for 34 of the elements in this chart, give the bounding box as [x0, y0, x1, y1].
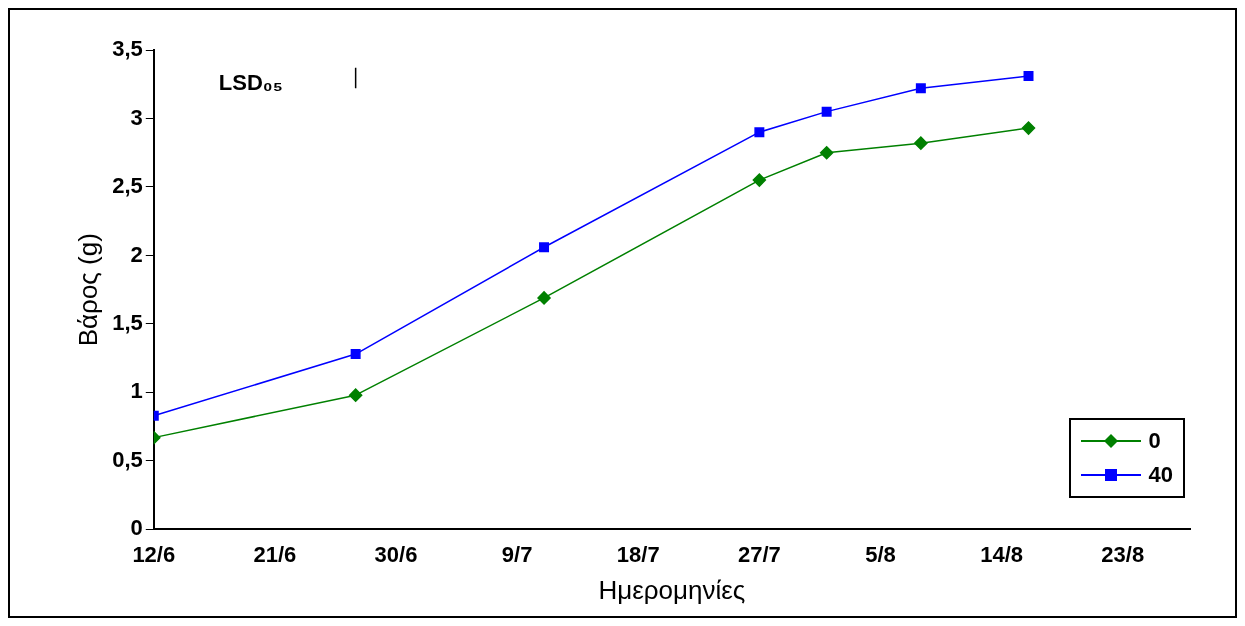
point	[1021, 121, 1036, 135]
point	[914, 136, 928, 150]
x-tick-label: 23/8	[1101, 541, 1145, 567]
y-tick-label: 2,5	[112, 173, 143, 199]
x-tick-label: 21/6	[253, 541, 297, 567]
y-tick-label: 1,5	[112, 310, 143, 336]
legend-label: 40	[1148, 461, 1173, 489]
y-tick-label: 3,5	[112, 36, 143, 62]
x-tick-label: 9/7	[501, 541, 533, 567]
point	[821, 106, 832, 117]
point	[754, 127, 765, 138]
x-axis-title: Ημερομηνίες	[598, 574, 746, 605]
y-tick-label: 3	[130, 104, 143, 130]
y-tick-label: 0	[130, 515, 143, 541]
y-axis-title: Βάρος (g)	[72, 233, 103, 347]
y-tick-label: 2	[130, 241, 143, 267]
x-tick-label: 14/8	[980, 541, 1024, 567]
point	[915, 83, 926, 94]
point	[539, 242, 550, 253]
point	[819, 145, 834, 160]
y-tick-label: 0,5	[112, 446, 143, 472]
x-tick-label: 30/6	[374, 541, 418, 567]
x-tick-label: 12/6	[132, 541, 176, 567]
annotation: LSD₀₅	[218, 70, 283, 95]
point	[752, 173, 767, 187]
point	[1023, 71, 1034, 82]
x-tick-label: 18/7	[616, 541, 660, 567]
point	[350, 349, 361, 360]
legend-label: 0	[1148, 427, 1161, 455]
x-tick-label: 5/8	[865, 541, 896, 567]
point	[348, 388, 363, 402]
y-tick-label: 1	[130, 378, 143, 404]
point	[537, 291, 551, 305]
x-tick-label: 27/7	[737, 541, 781, 567]
